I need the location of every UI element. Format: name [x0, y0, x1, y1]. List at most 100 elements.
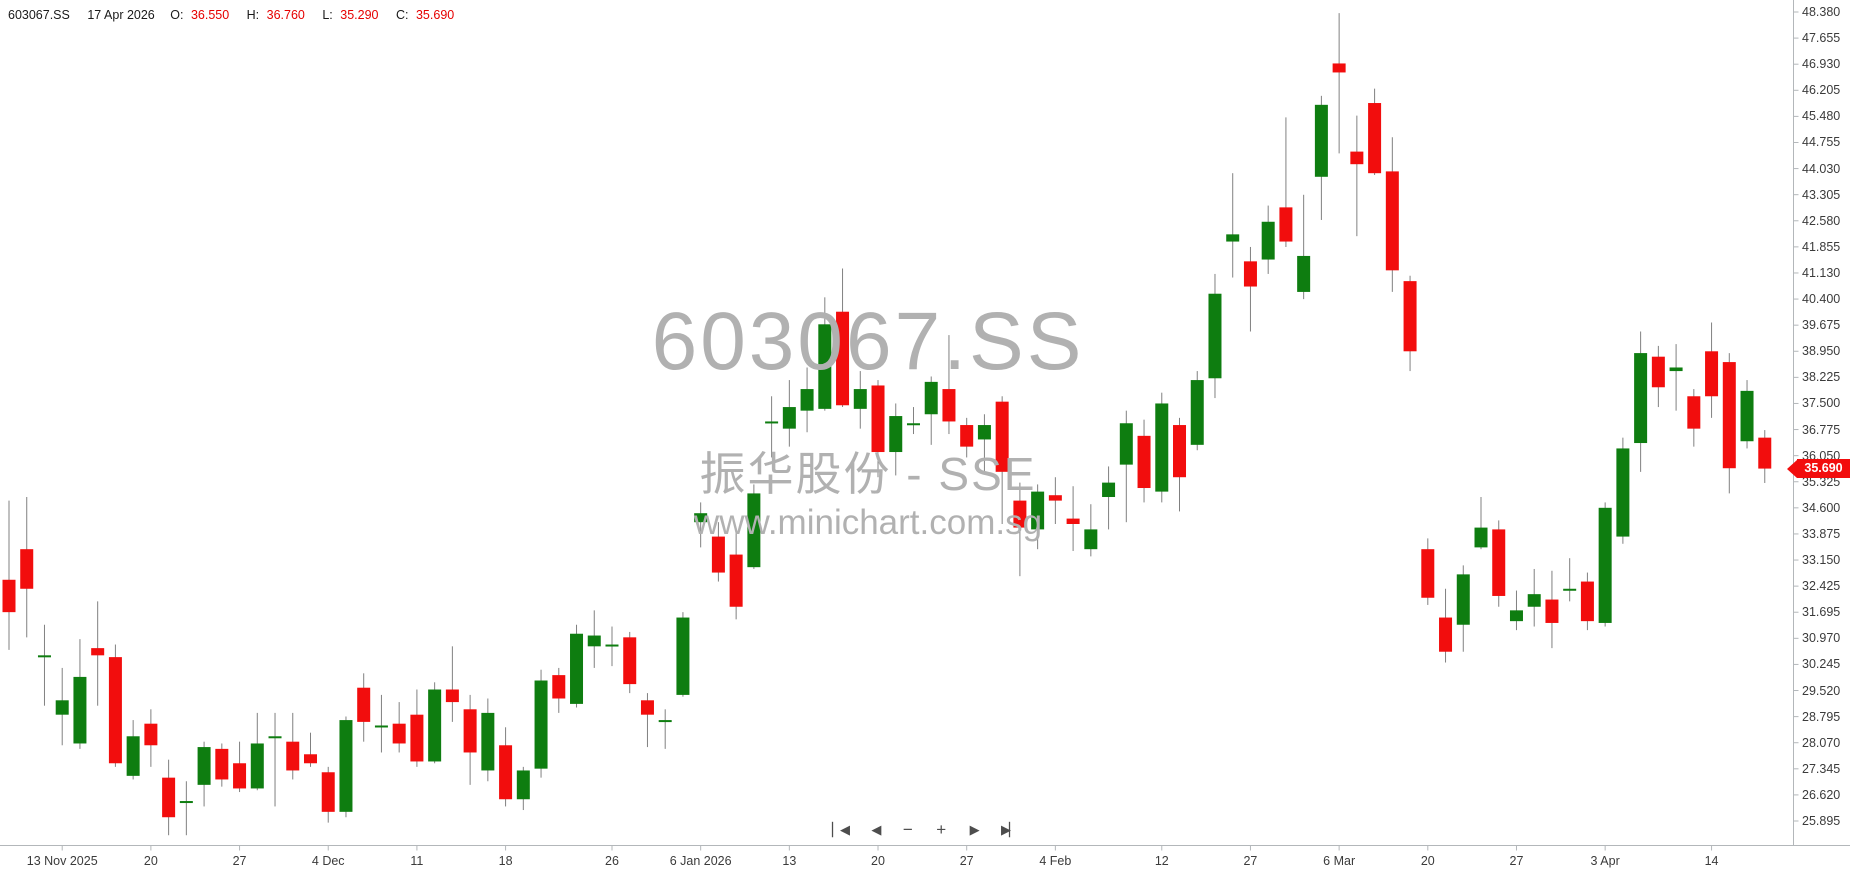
date-axis-label: 26 — [605, 854, 619, 868]
candle-body — [1279, 207, 1293, 242]
candle-body — [1243, 261, 1257, 287]
candle-body — [1137, 435, 1151, 489]
candle-body — [20, 549, 34, 589]
candle-body — [782, 407, 796, 429]
date-axis-label: 27 — [1509, 854, 1524, 868]
price-axis-label: 40.400 — [1802, 292, 1841, 307]
price-axis-label: 38.950 — [1802, 344, 1841, 359]
price-axis-label: 29.520 — [1802, 683, 1841, 698]
date-axis-label: 13 — [782, 854, 797, 868]
candle-body — [1350, 151, 1364, 165]
candle-body — [1758, 437, 1772, 469]
candle-body — [1066, 518, 1080, 524]
candle-body — [800, 389, 814, 411]
candle-body — [942, 389, 956, 422]
price-axis-label: 31.695 — [1802, 605, 1841, 620]
candle-body — [1013, 500, 1027, 528]
date-axis-label: 3 Apr — [1590, 854, 1620, 868]
price-axis-label: 48.380 — [1802, 5, 1841, 19]
candle-body — [410, 714, 424, 762]
low-label: L: — [322, 8, 333, 22]
candle-body — [197, 747, 211, 785]
candle-body — [339, 720, 353, 812]
candle-body — [1314, 104, 1328, 177]
candle-body — [1545, 599, 1559, 623]
candle-body — [445, 689, 459, 703]
candle-body — [977, 425, 991, 440]
candle-body — [1527, 594, 1541, 607]
candle-body — [1474, 527, 1488, 548]
step-forward-button[interactable]: ▶ — [969, 822, 980, 837]
zoom-out-button[interactable]: − — [902, 820, 913, 839]
date-axis-label: 6 Mar — [1323, 854, 1356, 868]
candle-body — [321, 772, 335, 812]
candle-body — [179, 801, 193, 804]
candle-body — [1616, 448, 1630, 537]
candle-body — [906, 423, 920, 426]
candle-body — [924, 381, 938, 415]
candle-body — [534, 680, 548, 769]
skip-to-start-button[interactable]: ▏◀ — [832, 822, 850, 837]
candle-body — [1439, 617, 1453, 652]
price-axis-label: 38.225 — [1802, 370, 1841, 385]
date-axis-label: 6 Jan 2026 — [669, 854, 732, 868]
candle-body — [233, 763, 247, 789]
candle-body — [640, 700, 654, 715]
price-axis-label: 44.030 — [1802, 161, 1841, 176]
price-marker-value: 35.690 — [1797, 459, 1850, 479]
price-axis-label: 42.580 — [1802, 213, 1841, 228]
candle-body — [1155, 403, 1169, 492]
date-axis-label: 11 — [410, 854, 424, 868]
candle-body — [995, 401, 1009, 472]
price-axis-label: 41.855 — [1802, 239, 1841, 254]
candle-body — [889, 416, 903, 453]
candle-body — [1048, 495, 1062, 501]
step-back-button[interactable]: ◀ — [871, 822, 881, 837]
candle-body — [55, 700, 69, 715]
candle-body — [587, 635, 601, 647]
candle-body — [1722, 362, 1736, 469]
high-label: H: — [246, 8, 260, 22]
date-axis-label: 18 — [498, 854, 513, 868]
candle-body — [1421, 549, 1435, 598]
candle-body — [357, 687, 371, 722]
candle-body — [1740, 390, 1754, 442]
price-axis-label: 46.930 — [1802, 57, 1841, 72]
ohlc-readout: 603067.SS 17 Apr 2026 O: 36.550 H: 36.76… — [8, 8, 468, 22]
date-axis-label: 20 — [143, 854, 158, 868]
candle-body — [108, 657, 122, 764]
candle-body — [1492, 529, 1506, 596]
price-axis-label: 28.795 — [1802, 709, 1841, 724]
candle-body — [1598, 507, 1612, 623]
candle-body — [1385, 171, 1399, 271]
price-axis-label: 33.150 — [1802, 553, 1841, 568]
date-axis-label: 27 — [959, 854, 974, 868]
candle-body — [1403, 281, 1417, 352]
open-value: 36.550 — [190, 8, 230, 22]
candle-body — [499, 745, 513, 800]
candle-body — [1634, 353, 1648, 444]
candle-body — [1580, 581, 1594, 622]
price-axis-label: 30.970 — [1802, 631, 1841, 646]
price-axis-label: 47.655 — [1802, 31, 1841, 46]
price-axis-label: 27.345 — [1802, 761, 1841, 776]
price-axis-label: 30.245 — [1802, 657, 1841, 672]
candle-body — [658, 720, 672, 723]
candle-body — [516, 770, 530, 800]
skip-to-end-button[interactable]: ▶▏ — [1000, 822, 1019, 837]
close-label: C: — [396, 8, 409, 22]
candle-body — [1332, 63, 1346, 73]
candle-body — [729, 554, 743, 607]
candle-body — [605, 644, 619, 647]
ticker-symbol: 603067.SS — [8, 8, 70, 22]
candle-body — [126, 736, 140, 776]
candle-body — [871, 385, 885, 453]
candle-body — [711, 536, 725, 573]
candle-body — [552, 675, 566, 699]
price-axis-label: 32.425 — [1802, 579, 1841, 594]
zoom-in-button[interactable]: + — [936, 820, 947, 839]
price-axis-label: 26.620 — [1802, 787, 1841, 802]
open-label: O: — [170, 8, 184, 22]
date-axis-label: 27 — [232, 854, 247, 868]
